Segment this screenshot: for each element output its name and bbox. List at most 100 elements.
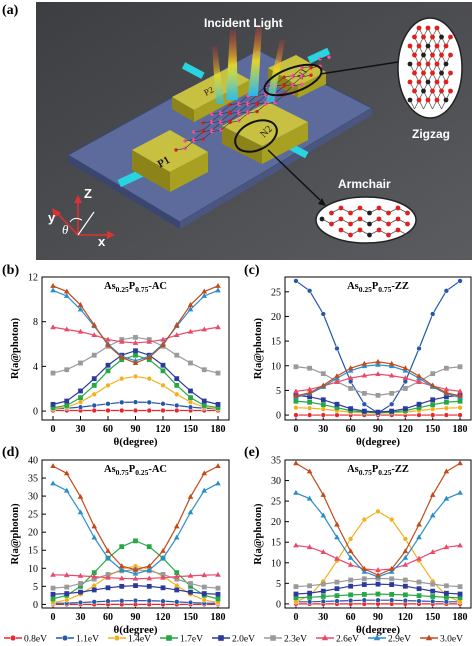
data-point [188,581,193,586]
axis-z-label: Z [84,186,92,201]
x-tick-label: 150 [183,424,198,435]
data-point [306,389,313,395]
data-point [174,582,180,589]
data-point [77,599,84,606]
data-point [402,536,409,542]
x-tick-label: 120 [398,424,413,435]
zigzag-atom [434,25,440,31]
axis-y-label: y [48,210,56,225]
data-point [443,583,449,589]
data-point [388,360,395,366]
data-point [160,585,166,591]
y-tick-label: 10 [271,558,281,569]
data-point [389,401,395,407]
x-tick-label: 0 [51,424,56,435]
data-point [201,326,208,332]
electrode-p1: P1 [132,130,208,192]
data-point [430,402,436,408]
data-point [429,491,436,497]
data-point [50,324,56,330]
legend-marker [270,635,276,641]
data-point [334,586,340,592]
data-point [119,399,125,405]
data-point [457,398,463,404]
x-tick-label: 0 [293,612,298,623]
data-point [215,287,221,293]
data-point [430,311,436,317]
data-point [133,583,138,589]
series-1.7eV [293,591,463,601]
data-point [416,401,422,407]
armchair-atom [405,210,410,216]
channel-bond [229,104,240,113]
data-point [457,599,463,605]
data-point [173,523,180,529]
data-point [160,382,166,389]
data-point [105,382,111,389]
y-tick-label: 5 [276,386,281,397]
y-tick-label: 40 [28,456,38,467]
panel-label-b: (b) [2,263,19,278]
data-point [50,591,56,597]
x-tick-label: 90 [373,612,383,623]
data-point [402,367,409,373]
channel-bond [283,85,294,94]
series-3.0eV [293,358,463,398]
channel-bond [184,140,195,149]
data-point [78,395,83,401]
data-point [416,373,422,379]
data-point [187,509,194,515]
y-tick-label: 25 [271,497,281,508]
data-point [174,576,180,582]
data-point [63,326,70,332]
zigzag-atom [416,61,422,67]
series-2.9eV [293,489,463,579]
channel-atom [228,120,232,125]
data-point [215,480,221,486]
data-point [416,534,422,540]
legend-marker [321,634,329,641]
data-point [160,368,166,374]
data-point [132,575,139,581]
data-point [293,388,299,394]
data-point [215,401,221,407]
legend-item-1.7eV: 1.7eV [160,635,203,645]
zigzag-inset [397,17,463,119]
y-tick-label: 15 [28,546,38,557]
series-3.0eV [293,460,463,578]
data-point [347,548,354,554]
data-point [293,398,299,404]
data-point [430,397,436,403]
data-point [416,586,422,592]
data-point [118,567,125,573]
x-tick-label: 90 [131,424,141,435]
data-point [119,544,125,550]
data-point [430,371,436,377]
data-point [132,373,139,380]
data-point [215,596,221,602]
data-point [388,568,395,574]
data-point [320,382,327,388]
series-2.0eV [50,583,221,597]
data-point [64,591,70,596]
zigzag-atom [425,79,431,85]
y-axis-label: R(a@photon) [10,317,21,379]
data-point [347,536,354,542]
y-tick-label: 30 [28,492,38,503]
y-tick-label: 20 [271,312,281,323]
data-point [119,357,125,363]
data-point [173,573,180,579]
data-point [375,409,381,415]
data-point [78,583,83,589]
chart-title: As0.25P0.75-AC [104,281,167,294]
data-point [118,575,125,581]
legend-item-2.3eV: 2.3eV [264,635,307,645]
data-point [306,288,313,294]
data-point [118,338,125,344]
legend-marker [373,634,381,641]
lead-p1 [117,168,145,188]
data-point [320,598,326,605]
data-point [201,292,208,298]
data-point [306,386,313,392]
